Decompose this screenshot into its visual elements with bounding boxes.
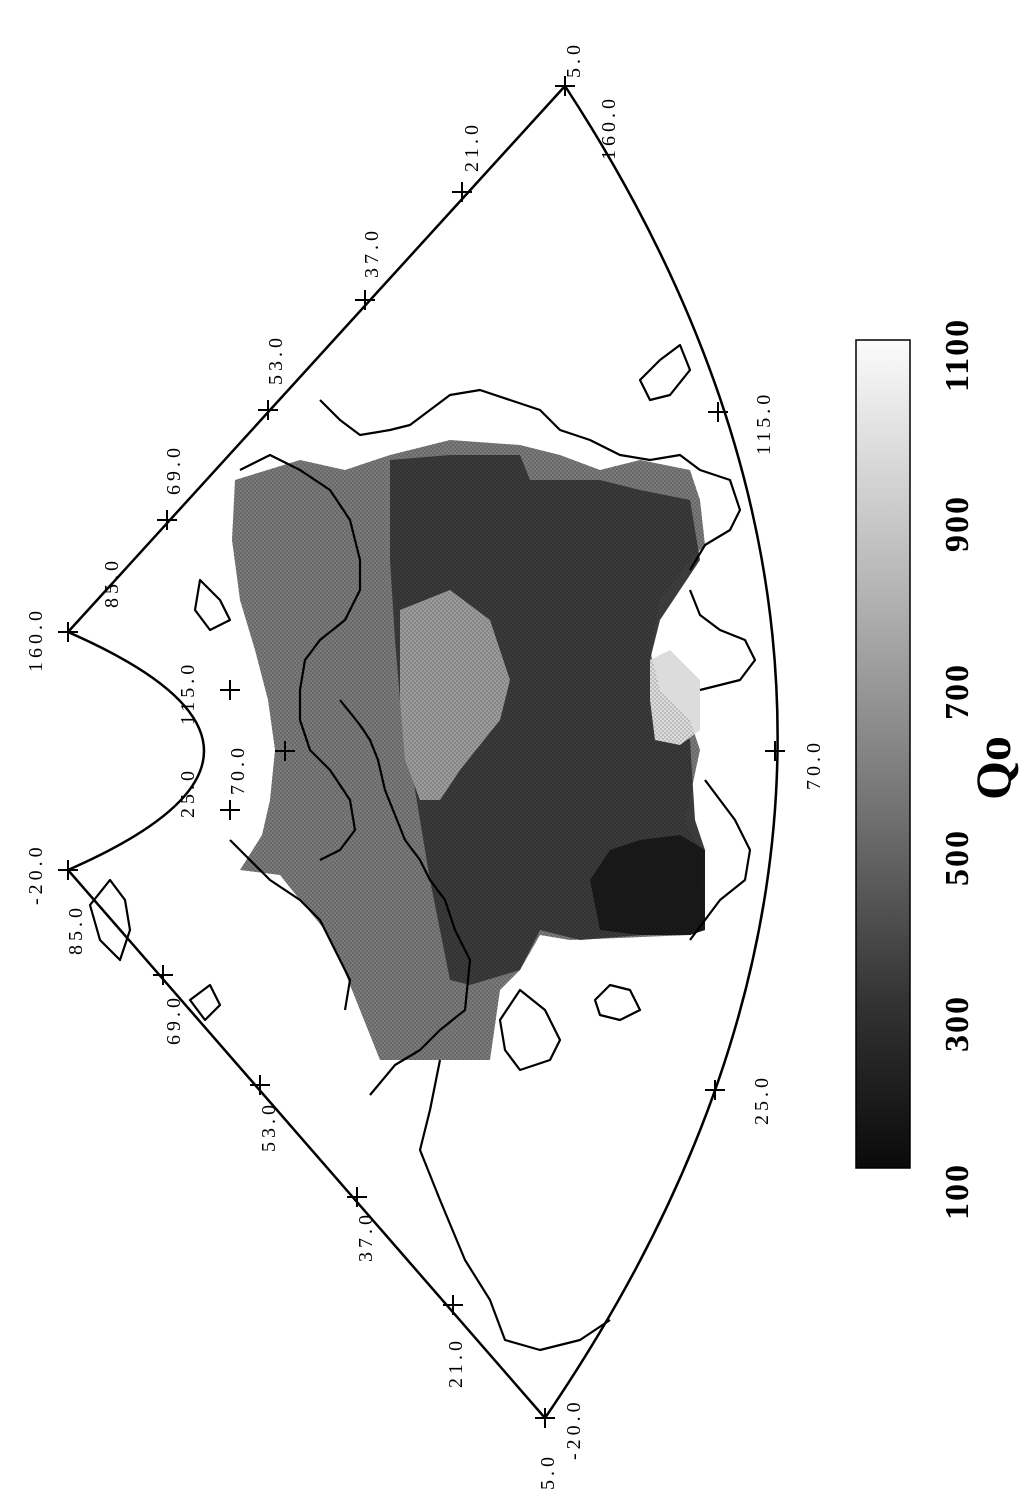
coastlines (88, 343, 757, 1352)
lon-arc-label: 115.0 (177, 661, 199, 725)
colorbar-tick-label: 100 (939, 1163, 976, 1220)
colorbar-tick-label: 1100 (939, 318, 976, 392)
colorbar-tick-label: 900 (939, 495, 976, 552)
lon-bottom-label: 25.0 (751, 1074, 773, 1125)
coastline-europe-west (339, 699, 472, 1096)
qo-shaded-regions (232, 440, 705, 1060)
coastline-alaska (193, 578, 232, 632)
colorbar-tick-label: 300 (939, 995, 976, 1052)
frame-tick-labels: 5.0 21.0 37.0 53.0 69.0 85.0 85.0 69.0 5… (25, 41, 825, 1490)
qo-region-texture (232, 440, 705, 1060)
colorbar-tick-label: 700 (939, 663, 976, 720)
colorbar-gradient (855, 339, 911, 1169)
lat-right-label: 37.0 (361, 227, 383, 278)
lat-right-label: 5.0 (563, 41, 585, 78)
coastline-arabia (498, 988, 562, 1072)
frame-ticks (58, 76, 785, 1428)
lat-left-label: 37.0 (355, 1211, 377, 1262)
corner-lon-label: -20.0 (563, 1398, 585, 1460)
lon-arc-label: 25.0 (177, 767, 199, 818)
lat-left-label: 69.0 (163, 994, 185, 1045)
frame-right-edge (67, 85, 566, 633)
colorbar: 100 300 500 700 900 1100 Qo (855, 318, 1021, 1220)
lat-right-label: 69.0 (163, 444, 185, 495)
colorbar-tick-label: 500 (939, 829, 976, 886)
coastline-africa (418, 1059, 611, 1352)
corner-lon-label: 160.0 (598, 95, 620, 160)
coastline-se-asia (688, 589, 757, 692)
frame-left-edge (67, 869, 546, 1419)
corner-lon-label: 160.0 (25, 607, 47, 672)
lat-left-label: 5.0 (537, 1453, 559, 1490)
coastline-caspian (593, 983, 642, 1022)
lat-right-label: 53.0 (265, 334, 287, 385)
lat-left-label: 53.0 (258, 1101, 280, 1152)
lon-bottom-label: 115.0 (753, 391, 775, 455)
coastline-india (689, 779, 752, 941)
coastline-east-asia (319, 388, 742, 571)
coastline-greenland (88, 878, 132, 962)
lon-bottom-label: 70.0 (803, 739, 825, 790)
lat-left-label: 21.0 (445, 1337, 467, 1388)
coastline-japan (638, 343, 692, 402)
lon-arc-label: 70.0 (227, 744, 249, 795)
coastline-arctic (239, 453, 362, 861)
coastline-scandinavia (229, 839, 352, 1011)
lat-right-label: 85.0 (101, 557, 123, 608)
coastline-iceland (188, 983, 222, 1022)
colorbar-title: Qo (965, 736, 1021, 800)
frame-inner-arc (67, 630, 206, 872)
lat-left-label: 85.0 (65, 904, 87, 955)
corner-lon-label: -20.0 (25, 843, 47, 905)
lat-right-label: 21.0 (461, 121, 483, 172)
